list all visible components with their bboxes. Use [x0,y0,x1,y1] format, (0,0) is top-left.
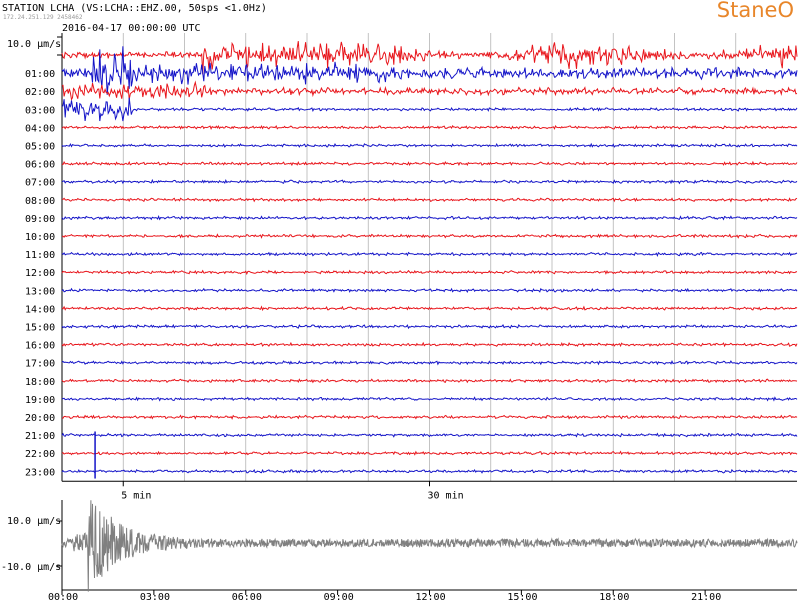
seismic-trace [61,396,798,402]
seismic-trace [61,287,798,293]
daily-overview-plot: 10.0 µm/s -10.0 µm/s 00:00 03:00 06:00 09:00 1… [1,500,798,600]
seismic-trace [61,468,798,474]
seismic-trace [61,432,798,438]
trace-group [61,41,798,479]
overview-trace [61,500,798,592]
seismic-trace [61,178,798,185]
seismic-trace [61,414,798,420]
bottom-scale-top: 10.0 µm/s [7,516,61,527]
row-time-label: 04:00 [25,123,55,134]
date-label: 2016-04-17 00:00:00 UTC [62,23,200,34]
seismic-trace [61,323,798,330]
seismic-trace [61,251,798,258]
station-id-line: 172.24.251.129 2458462 [3,14,83,21]
bottom-x-tick-label: 06:00 [232,592,262,600]
row-time-label: 21:00 [25,431,55,442]
seismic-trace [61,41,798,75]
seismic-trace [61,46,798,95]
staneo-logo: StaneO [716,0,794,22]
row-time-label: 15:00 [25,323,55,334]
row-time-label: 09:00 [25,214,55,225]
row-time-label: 05:00 [25,142,55,153]
scale-bar [57,36,63,56]
row-time-label: 12:00 [25,268,55,279]
scale-label: 10.0 µm/s [7,39,61,50]
row-time-label: 11:00 [25,250,55,261]
bottom-x-tick-label: 15:00 [507,592,537,600]
seismic-trace [61,269,798,276]
row-time-label: 22:00 [25,449,55,460]
row-time-label: 23:00 [25,467,55,478]
row-time-label: 19:00 [25,395,55,406]
row-time-label: 08:00 [25,196,55,207]
bottom-x-tick-label: 18:00 [599,592,629,600]
bottom-x-tick-label: 12:00 [416,592,446,600]
row-time-label: 03:00 [25,105,55,116]
row-label-group: 01:00 02:00 03:00 04:00 05:00 06:00 07:00 08:00… [25,69,55,478]
seismic-trace [61,341,798,348]
bottom-x-tick-label: 03:00 [140,592,170,600]
plot-grid [57,33,797,482]
row-time-label: 20:00 [25,413,55,424]
seismic-trace [61,360,798,366]
bottom-x-tick-label: 09:00 [324,592,354,600]
row-time-label: 06:00 [25,160,55,171]
row-time-label: 18:00 [25,377,55,388]
row-time-label: 01:00 [25,69,55,80]
station-title: STATION LCHA (VS:LCHA::EHZ.00, 50sps <1.… [2,3,267,14]
seismic-trace [61,142,798,148]
row-time-label: 02:00 [25,87,55,98]
row-time-label: 16:00 [25,341,55,352]
row-time-label: 13:00 [25,286,55,297]
bottom-scale-bottom: -10.0 µm/s [1,562,61,573]
seismic-trace [61,160,798,167]
seismic-trace [61,97,798,122]
seismic-trace [62,197,798,203]
seismic-trace [61,124,798,131]
bottom-x-tick-label: 21:00 [691,592,721,600]
x-tick-label: 5 min [121,490,151,501]
x-tick-group: 5 min 30 min [121,481,464,501]
row-time-label: 10:00 [25,232,55,243]
seismic-trace [61,214,798,221]
seismic-trace [61,378,798,384]
row-time-label: 07:00 [25,178,55,189]
bottom-scale-ticks [57,520,62,567]
row-time-label: 17:00 [25,359,55,370]
seismic-trace [61,80,798,101]
x-tick-label: 30 min [428,490,464,501]
seismic-trace [61,305,798,312]
bottom-x-tick-label: 00:00 [48,592,78,600]
seismic-trace [61,233,798,239]
row-time-label: 14:00 [25,304,55,315]
seismic-trace [61,450,798,456]
